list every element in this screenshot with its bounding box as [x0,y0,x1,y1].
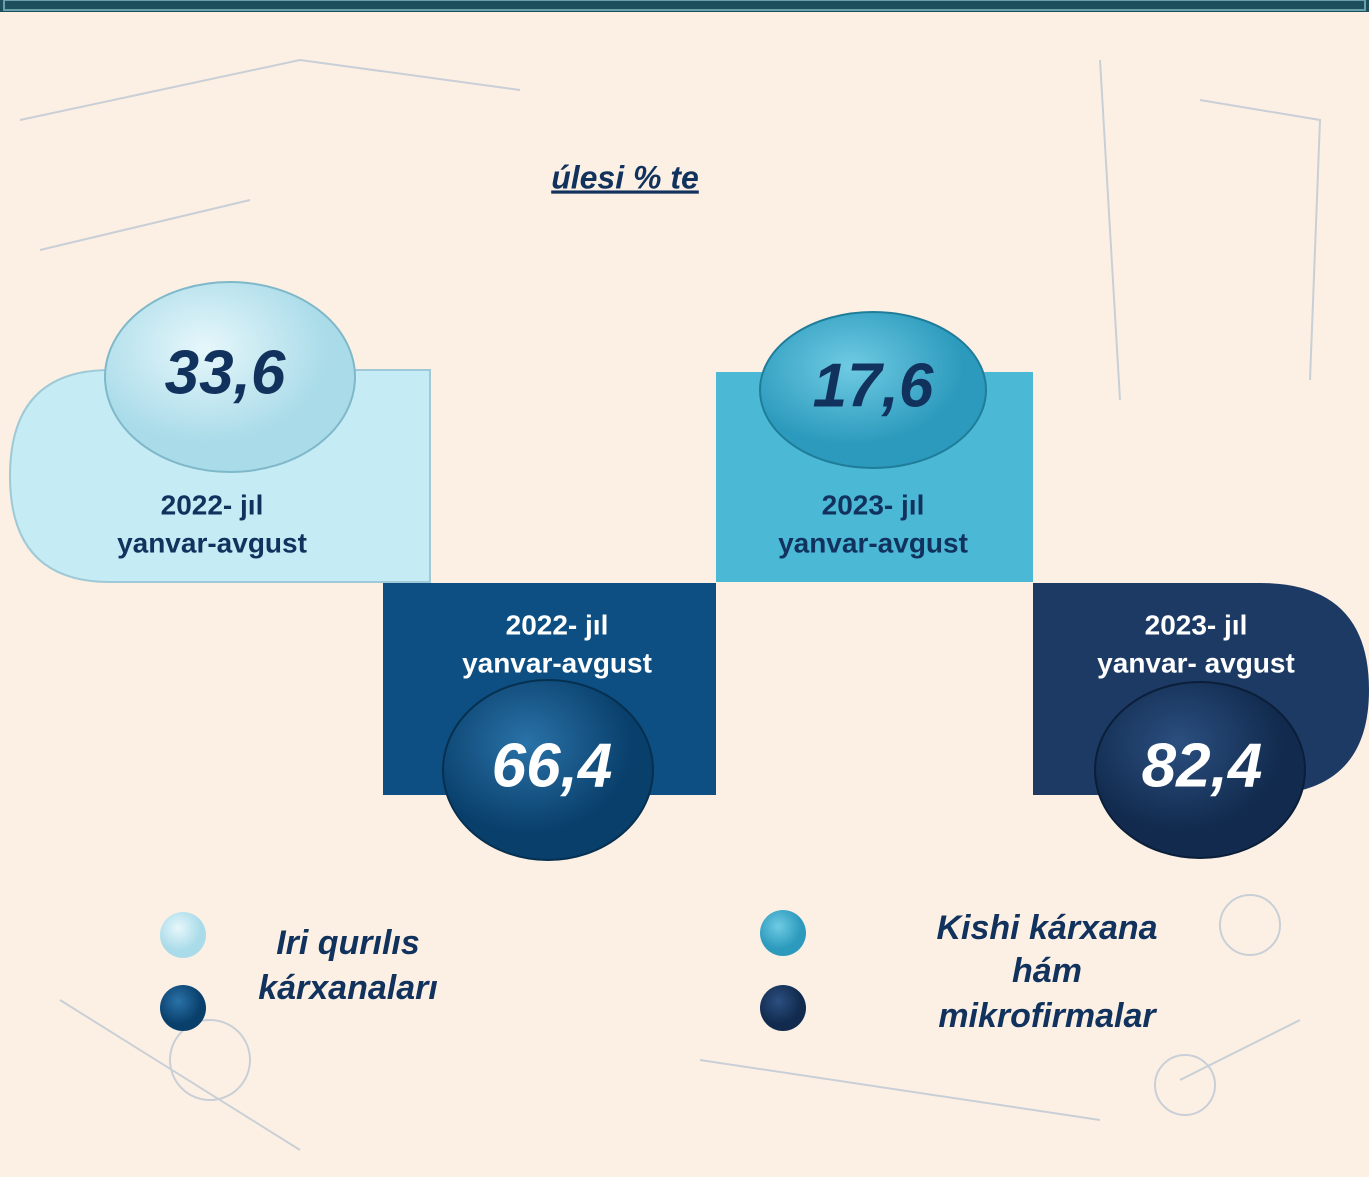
card-period: yanvar-avgust [117,527,307,558]
card-period: 2022- jıl [506,609,609,640]
card-value: 33,6 [165,338,286,407]
card-value: 82,4 [1142,731,1263,800]
legend-dot [760,985,806,1031]
card-value: 17,6 [813,351,934,420]
card-period: 2022- jıl [161,489,264,520]
legend-dot [160,985,206,1031]
card-period: yanvar- avgust [1097,647,1295,678]
card-period: yanvar-avgust [462,647,652,678]
value-circle [442,679,654,861]
card-value: 66,4 [492,731,613,800]
legend-label: Iri qurılıs [276,924,420,962]
legend-dot [160,912,206,958]
legend-label: hám [1012,952,1082,990]
subtitle: úlesi % te [551,159,699,195]
blueprint-decoration [19,58,1322,1151]
header-border [3,0,1366,11]
value-circle [1094,681,1306,859]
legend-label: Kishi kárxana [936,909,1157,947]
legend-label: kárxanaları [258,969,438,1007]
legend-label: mikrofirmalar [938,997,1157,1035]
value-circle [759,311,987,469]
card-period: 2023- jıl [822,489,925,520]
card-period: 2023- jıl [1145,609,1248,640]
value-circle [104,281,356,473]
card-period: yanvar-avgust [778,527,968,558]
legend-dot [760,910,806,956]
